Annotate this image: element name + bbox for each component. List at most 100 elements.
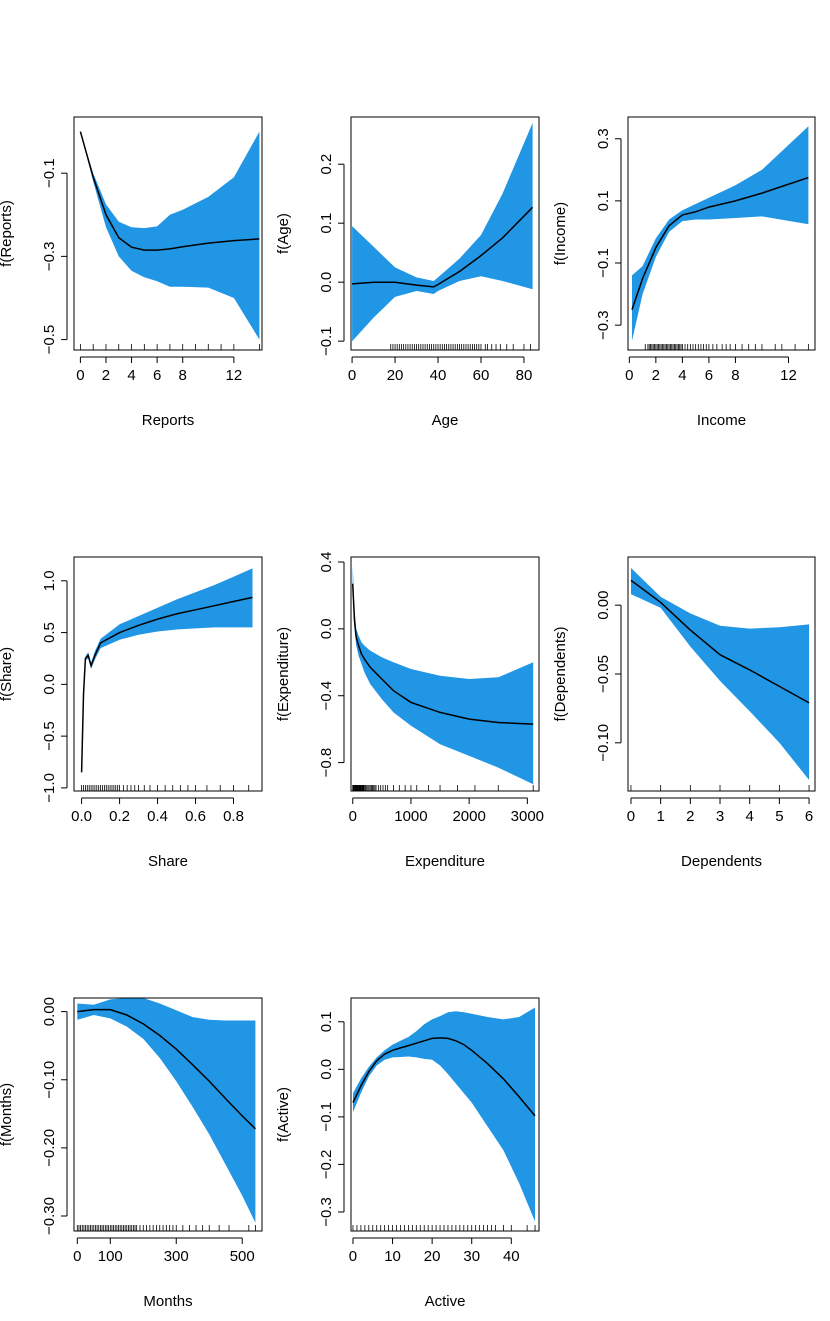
panel-reports: 0 2 4 6 8 12 Reports −0.5 −0.3 −0.1 f(Reports): [0, 116, 263, 429]
fitted-line: [631, 176, 809, 310]
y-tick-label: 0.4: [318, 552, 335, 573]
panel-age: 0 20 40 60 80 Age −0.1 0.0 0.1 0.2 f(Age): [275, 116, 540, 429]
y-tick-label: 0.5: [41, 622, 58, 643]
y-axis-label: f(Months): [0, 1083, 15, 1146]
y-tick-label: −0.4: [318, 681, 335, 711]
x-tick-label: 40: [430, 367, 447, 384]
panel-share: 0.0 0.2 0.4 0.6 0.8 Share −1.0 −0.5 0.0 0.5 1.0 f(S…: [0, 556, 263, 870]
fitted-line: [351, 583, 534, 725]
x-axis-label: Expenditure: [405, 853, 485, 870]
confidence-band: [81, 568, 253, 773]
y-axis-label: f(Reports): [0, 200, 15, 267]
y-tick-label: 0.2: [318, 154, 335, 175]
x-tick-label: 4: [746, 808, 754, 825]
y-tick-label: −0.3: [595, 310, 612, 340]
y-axis-label: f(Age): [275, 213, 292, 254]
y-tick-label: −0.5: [41, 721, 58, 751]
x-tick-label: 0: [349, 1248, 357, 1265]
y-tick-label: 0.1: [318, 213, 335, 234]
y-tick-label: 0.0: [41, 674, 58, 695]
x-axis: 0 100 300 500: [73, 1237, 255, 1265]
x-tick-label: 0: [76, 367, 84, 384]
y-tick-label: −0.3: [41, 242, 58, 272]
plot-frame: [627, 556, 816, 792]
x-tick-label: 0: [73, 1248, 81, 1265]
y-tick-label: 0.1: [595, 190, 612, 211]
x-tick-label: 4: [678, 367, 686, 384]
y-tick-label: −0.05: [595, 655, 612, 693]
x-tick-label: 6: [153, 367, 161, 384]
confidence-band: [631, 568, 810, 780]
y-axis: −1.0 −0.5 0.0 0.5 1.0: [41, 570, 68, 803]
x-axis: 0.0 0.2 0.4 0.6 0.8: [71, 797, 244, 825]
x-tick-label: 300: [164, 1248, 189, 1265]
y-axis-label: f(Income): [552, 202, 569, 265]
plot-frame: [73, 556, 263, 792]
panel-expenditure: 0 1000 2000 3000 Expenditure −0.8 −0.4 0.0 0.4 f(…: [275, 552, 544, 870]
x-axis-label: Share: [148, 853, 188, 870]
y-tick-label: 1.0: [41, 570, 58, 591]
y-axis-label: f(Expenditure): [275, 627, 292, 721]
confidence-band: [632, 126, 809, 341]
y-axis: −0.3 −0.1 0.1 0.3: [595, 128, 622, 340]
x-tick-label: 8: [179, 367, 187, 384]
y-tick-label: −1.0: [41, 773, 58, 803]
y-tick-label: −0.5: [41, 325, 58, 355]
fitted-line: [79, 131, 260, 251]
y-axis: −0.1 0.0 0.1 0.2: [318, 154, 345, 356]
confidence-band: [77, 998, 256, 1223]
x-axis: 0 1 2 3 4 5 6: [627, 797, 813, 825]
y-tick-label: −0.20: [41, 1129, 58, 1167]
x-axis-label: Reports: [142, 412, 195, 429]
x-tick-label: 0: [349, 808, 357, 825]
x-axis: 0 1000 2000 3000: [349, 797, 544, 825]
x-tick-label: 0.2: [109, 808, 130, 825]
y-tick-label: −0.10: [41, 1061, 58, 1099]
y-tick-label: 0.0: [318, 1059, 335, 1080]
panel-active: 0 10 20 30 40 Active −0.3 −0.2 −0.1 0.0 0.1 f(Activ…: [275, 997, 540, 1310]
panel-months: 0 100 300 500 Months −0.30 −0.20 −0.10 0.00 f(Mon…: [0, 997, 263, 1310]
x-axis: 0 10 20 30 40: [349, 1237, 520, 1265]
x-axis-label: Age: [432, 412, 459, 429]
y-tick-label: −0.30: [41, 1197, 58, 1235]
x-tick-label: 12: [226, 367, 243, 384]
x-tick-label: 0.0: [71, 808, 92, 825]
plot-frame: [627, 116, 816, 351]
x-tick-label: 4: [127, 367, 135, 384]
y-axis-label: f(Share): [0, 647, 15, 701]
x-tick-label: 2000: [452, 808, 485, 825]
x-tick-label: 3000: [511, 808, 544, 825]
x-tick-label: 20: [387, 367, 404, 384]
x-tick-label: 60: [473, 367, 490, 384]
y-tick-label: −0.1: [41, 158, 58, 188]
confidence-band: [80, 131, 260, 340]
fitted-line: [630, 579, 810, 704]
x-tick-label: 100: [98, 1248, 123, 1265]
confidence-band: [353, 1007, 535, 1222]
y-tick-label: −0.2: [318, 1150, 335, 1180]
x-tick-label: 0: [625, 367, 633, 384]
y-axis: −0.5 −0.3 −0.1: [41, 158, 68, 355]
x-tick-label: 30: [463, 1248, 480, 1265]
y-tick-label: 0.3: [595, 128, 612, 149]
x-tick-label: 2: [102, 367, 110, 384]
x-tick-label: 12: [780, 367, 797, 384]
plot-frame: [350, 556, 540, 792]
x-axis: 0 20 40 60 80: [348, 356, 532, 384]
fitted-line: [80, 596, 253, 773]
y-axis: −0.3 −0.2 −0.1 0.0 0.1: [318, 1011, 345, 1227]
x-tick-label: 2: [652, 367, 660, 384]
confidence-band: [352, 565, 534, 785]
y-tick-label: −0.3: [318, 1197, 335, 1227]
y-tick-label: −0.10: [595, 724, 612, 762]
fitted-line: [77, 1008, 256, 1130]
x-tick-label: 0.6: [185, 808, 206, 825]
y-tick-label: −0.1: [318, 326, 335, 356]
y-axis-label: f(Dependents): [552, 626, 569, 721]
y-tick-label: 0.0: [318, 618, 335, 639]
x-tick-label: 0: [627, 808, 635, 825]
y-axis: −0.30 −0.20 −0.10 0.00: [41, 997, 68, 1235]
y-tick-label: −0.1: [318, 1102, 335, 1132]
y-tick-label: −0.8: [318, 748, 335, 778]
